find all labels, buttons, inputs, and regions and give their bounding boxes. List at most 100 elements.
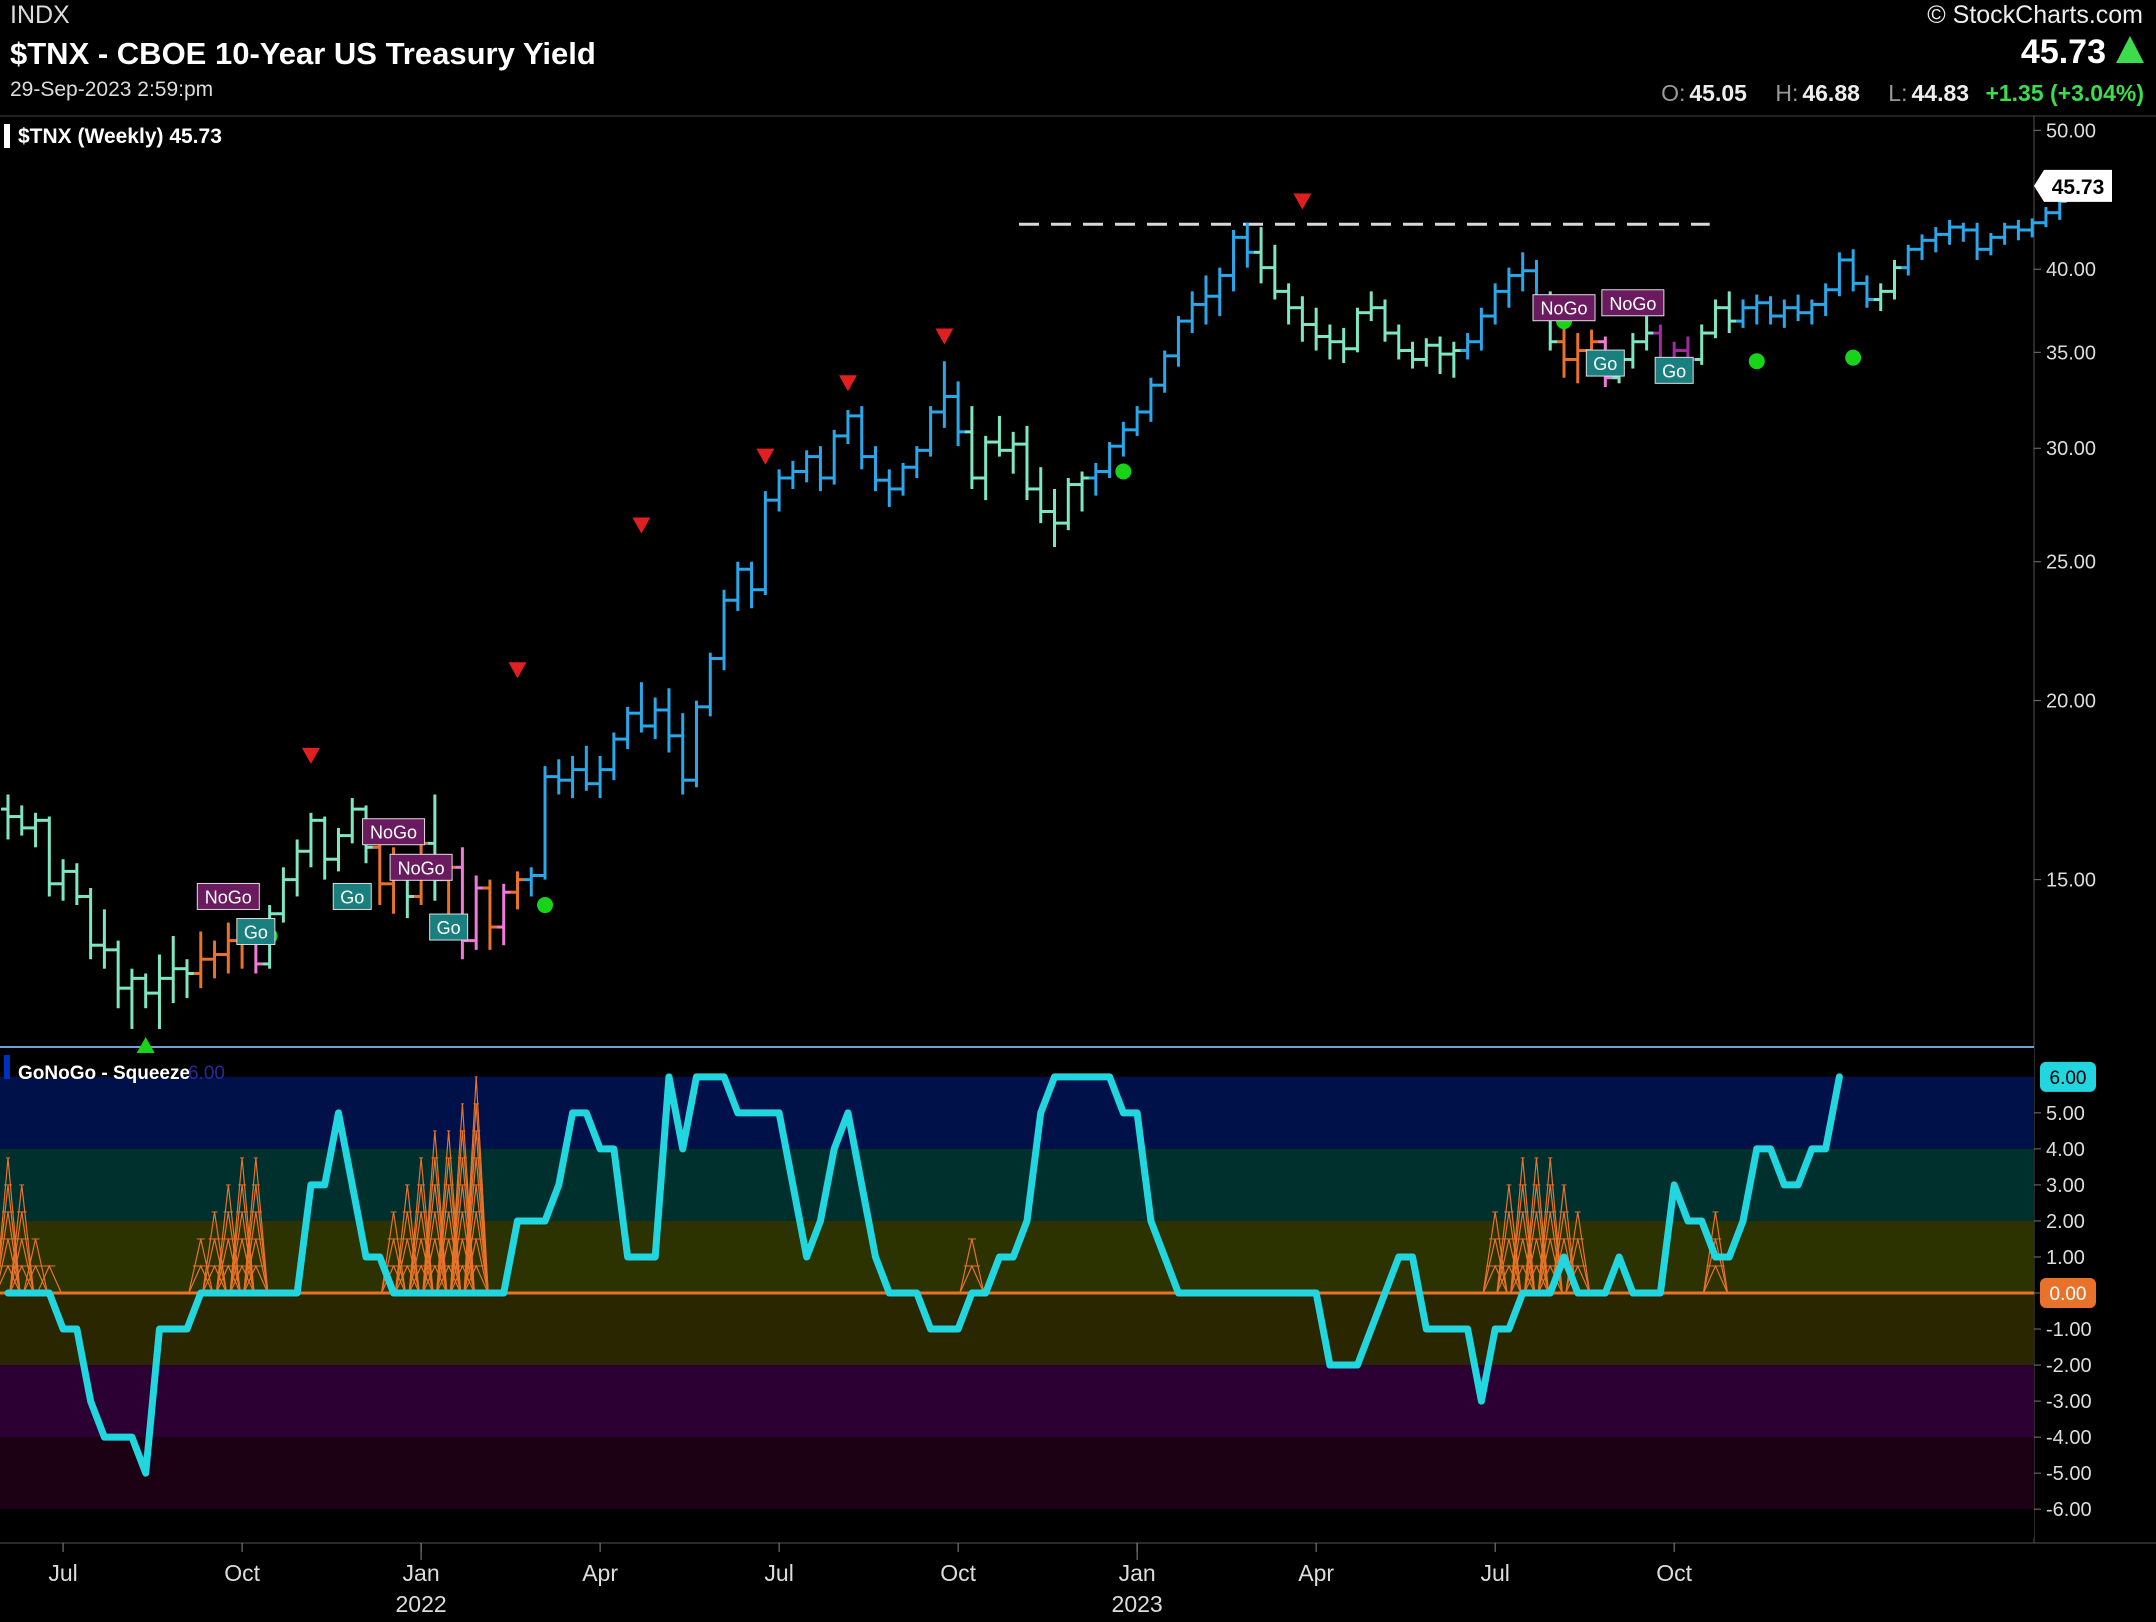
price-bar [689, 700, 704, 788]
price-bar [1887, 259, 1902, 300]
signal-label: Go [1593, 354, 1617, 374]
price-bar [840, 410, 855, 445]
price-tick-label: 25.00 [2046, 552, 2096, 574]
signal-label: NoGo [398, 858, 445, 878]
price-bar [909, 446, 924, 478]
price-bar [496, 883, 511, 946]
price-bar [1488, 283, 1503, 325]
price-bar [1446, 341, 1461, 378]
price-bar [1501, 267, 1516, 308]
price-bar [1309, 307, 1324, 351]
price-bar [152, 954, 167, 1029]
squeeze-tick-label: 5.00 [2046, 1103, 2085, 1125]
price-bar [937, 361, 952, 428]
x-month-label: Oct [940, 1560, 976, 1586]
price-bar [1075, 471, 1090, 512]
squeeze-band [0, 1148, 2034, 1221]
price-bar [1088, 462, 1103, 496]
price-bar [166, 936, 181, 1004]
price-bar [221, 922, 236, 974]
squeeze-ladder [215, 1184, 241, 1294]
price-bar [1722, 291, 1737, 334]
price-bar [1061, 477, 1076, 531]
price-bar [427, 794, 442, 901]
top-triangle-icon [1293, 193, 1312, 210]
squeeze-legend-value: 6.00 [188, 1063, 225, 1084]
price-bar [1901, 244, 1916, 276]
bottom-triangle-icon [136, 1037, 155, 1053]
zero-value-tag [2040, 1278, 2096, 1308]
price-bar [1708, 299, 1723, 339]
low-label: L: [1888, 80, 1908, 106]
squeeze-band [0, 1509, 2034, 1538]
price-bar [1791, 294, 1806, 322]
price-bar [1047, 488, 1062, 547]
price-bar [606, 732, 621, 781]
price-bar [1474, 307, 1489, 351]
price-bar [1295, 296, 1310, 342]
price-bar [565, 755, 580, 799]
price-bar [482, 879, 497, 950]
low-value: 44.83 [1911, 80, 1970, 106]
price-bar [1419, 338, 1434, 367]
price-bar [1736, 299, 1751, 328]
squeeze-ladder [22, 1238, 49, 1294]
x-year-label: 2022 [396, 1591, 447, 1617]
price-bar [1625, 333, 1640, 369]
top-triangle-icon [508, 662, 527, 679]
signal-box [1601, 289, 1665, 317]
price-bar [1694, 324, 1709, 365]
price-bar [882, 469, 897, 507]
exchange-label: INDX [10, 1, 70, 29]
price-bar [1391, 324, 1406, 360]
price-bar [1433, 336, 1448, 375]
price-bar [1983, 232, 1998, 256]
price-tick-label: 30.00 [2046, 438, 2096, 460]
price-bar [1116, 421, 1131, 457]
price-bar [1832, 252, 1847, 297]
price-bar [193, 931, 208, 989]
go-dot-icon [1845, 349, 1862, 366]
squeeze-ladder [188, 1238, 214, 1294]
price-bar [1859, 275, 1874, 308]
price-tick-label: 20.00 [2046, 691, 2096, 713]
price-tick-label: 35.00 [2046, 342, 2096, 364]
top-triangle-icon [935, 328, 954, 345]
x-month-label: Jan [403, 1560, 440, 1586]
price-bar [1997, 222, 2012, 245]
x-month-label: Jul [764, 1560, 793, 1586]
signal-label: NoGo [1609, 294, 1656, 314]
price-bar [1873, 283, 1888, 312]
price-bar [42, 816, 57, 897]
price-bar [730, 561, 745, 611]
price-bar [56, 859, 71, 901]
signal-label: Go [437, 918, 461, 938]
price-bar [717, 589, 732, 671]
squeeze-band [0, 1437, 2034, 1510]
price-bar [1639, 316, 1654, 351]
squeeze-tick-label: -5.00 [2046, 1463, 2092, 1485]
squeeze-ladder [243, 1157, 269, 1294]
price-tick-label: 40.00 [2046, 259, 2096, 281]
signal-box [429, 913, 469, 941]
price-bar [551, 759, 566, 795]
price-bar [1818, 283, 1833, 317]
price-bar [1777, 299, 1792, 328]
price-bar [634, 682, 649, 733]
price-bar [1212, 267, 1227, 317]
signal-box [389, 853, 453, 881]
price-bar [97, 909, 112, 969]
price-bar [207, 940, 222, 979]
price-bar [317, 816, 332, 880]
squeeze-tick-label: -4.00 [2046, 1427, 2092, 1449]
squeeze-tick-label: 4.00 [2046, 1139, 2085, 1161]
price-bar [1322, 324, 1337, 360]
price-bar [1102, 442, 1117, 478]
price-bar [538, 766, 553, 880]
signal-box [332, 882, 372, 910]
go-dot-icon [1748, 353, 1765, 370]
squeeze-band [0, 1365, 2034, 1438]
squeeze-tick-label: -3.00 [2046, 1391, 2092, 1413]
price-bar [1019, 425, 1034, 501]
price-bar [703, 652, 718, 717]
